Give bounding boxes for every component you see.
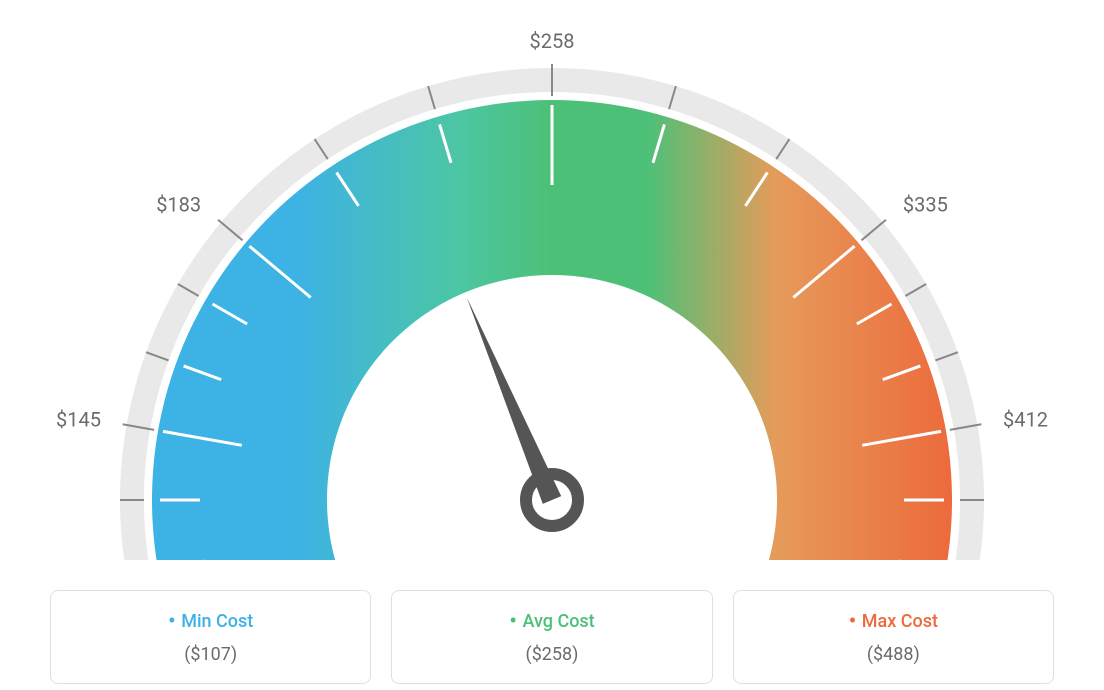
min-cost-value: ($107) <box>61 644 360 665</box>
summary-cards: Min Cost ($107) Avg Cost ($258) Max Cost… <box>20 590 1084 684</box>
gauge-chart: $107$145$183$258$335$412$488 <box>20 20 1084 560</box>
tick-label: $412 <box>1003 407 1048 431</box>
avg-cost-title: Avg Cost <box>402 609 701 634</box>
min-cost-card: Min Cost ($107) <box>50 590 371 684</box>
tick-label: $145 <box>56 407 101 431</box>
min-cost-title: Min Cost <box>61 609 360 634</box>
avg-cost-card: Avg Cost ($258) <box>391 590 712 684</box>
tick-label: $335 <box>903 193 948 217</box>
tick-label: $258 <box>530 29 575 53</box>
max-cost-card: Max Cost ($488) <box>733 590 1054 684</box>
max-cost-value: ($488) <box>744 644 1043 665</box>
avg-cost-value: ($258) <box>402 644 701 665</box>
max-cost-title: Max Cost <box>744 609 1043 634</box>
gauge-svg: $107$145$183$258$335$412$488 <box>52 20 1052 560</box>
tick-label: $183 <box>156 193 201 217</box>
